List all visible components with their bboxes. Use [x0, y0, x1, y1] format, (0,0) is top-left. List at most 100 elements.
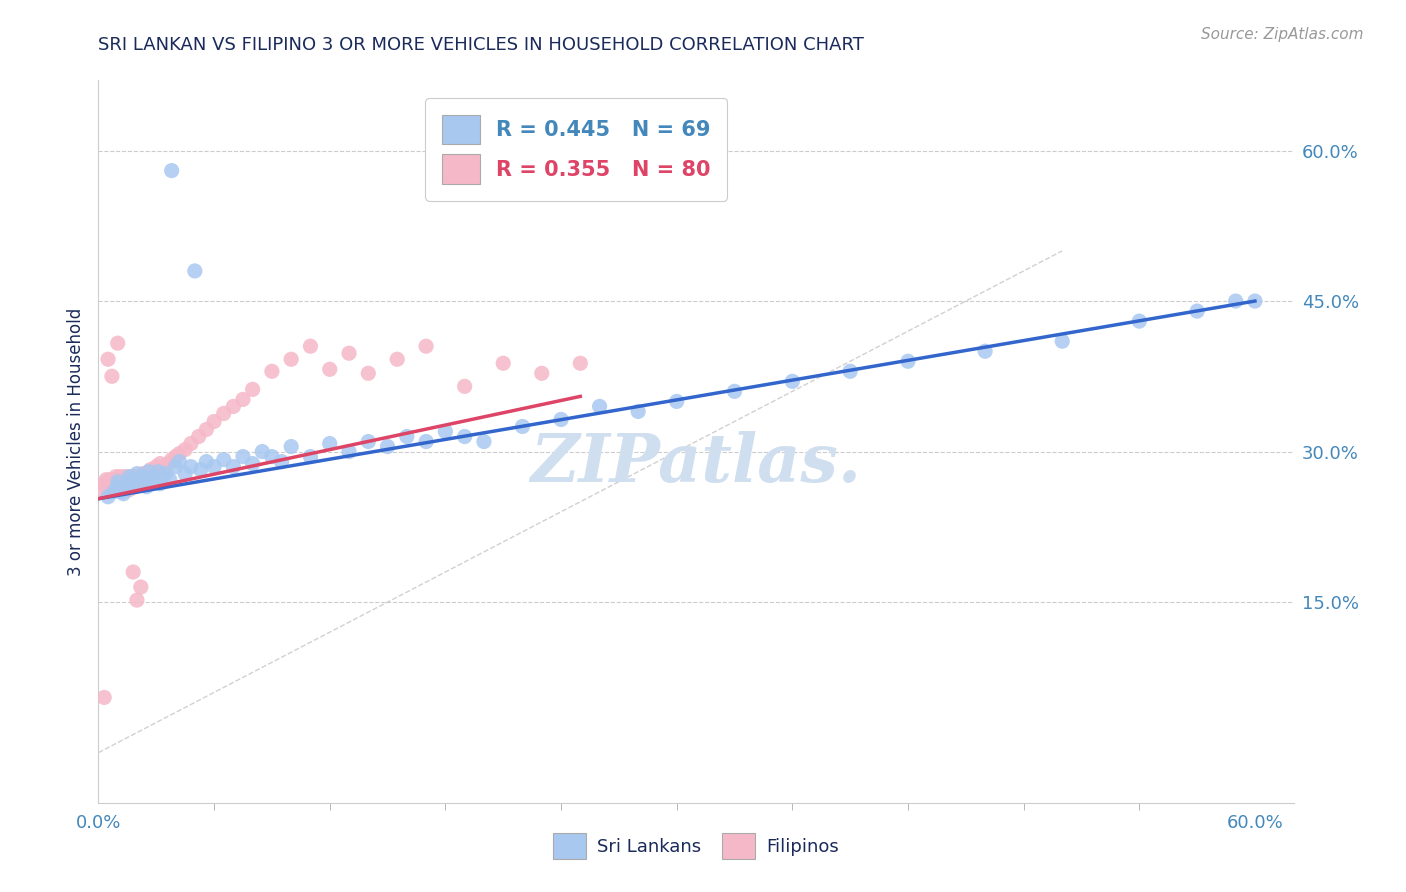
Point — [122, 565, 145, 579]
Point — [117, 469, 139, 483]
Point — [222, 400, 245, 414]
Point — [104, 476, 127, 491]
Point — [453, 429, 475, 443]
Point — [93, 690, 115, 705]
Point — [103, 473, 125, 487]
Point — [1244, 294, 1267, 309]
Point — [148, 465, 170, 479]
Point — [723, 384, 745, 399]
Point — [134, 473, 156, 487]
Y-axis label: 3 or more Vehicles in Household: 3 or more Vehicles in Household — [66, 308, 84, 575]
Point — [120, 480, 142, 494]
Point — [118, 476, 141, 491]
Point — [110, 480, 132, 494]
Point — [839, 364, 862, 378]
Point — [242, 383, 264, 397]
Point — [124, 480, 146, 494]
Point — [472, 434, 495, 449]
Point — [174, 442, 197, 457]
Point — [124, 473, 146, 487]
Point — [114, 473, 136, 487]
Point — [165, 459, 187, 474]
Point — [129, 580, 152, 594]
Point — [492, 356, 515, 370]
Point — [202, 459, 225, 474]
Point — [141, 467, 163, 481]
Point — [187, 429, 209, 443]
Point — [107, 336, 129, 351]
Point — [169, 455, 191, 469]
Point — [319, 436, 342, 450]
Point — [280, 352, 302, 367]
Point — [160, 452, 183, 467]
Point — [627, 404, 650, 418]
Point — [569, 356, 592, 370]
Point — [180, 459, 202, 474]
Point — [97, 490, 120, 504]
Point — [125, 476, 148, 491]
Point — [98, 480, 121, 494]
Point — [319, 362, 342, 376]
Point — [138, 469, 160, 483]
Point — [125, 467, 148, 481]
Point — [118, 469, 141, 483]
Point — [135, 473, 157, 487]
Point — [129, 476, 152, 491]
Point — [260, 450, 283, 464]
Point — [897, 354, 920, 368]
Point — [129, 476, 152, 491]
Point — [149, 476, 172, 491]
Point — [94, 473, 117, 487]
Point — [108, 476, 131, 491]
Point — [260, 364, 283, 378]
Point — [124, 480, 146, 494]
Point — [160, 163, 183, 178]
Point — [122, 469, 145, 483]
Point — [385, 352, 409, 367]
Point — [117, 475, 139, 489]
Point — [588, 400, 610, 414]
Point — [232, 450, 254, 464]
Point — [139, 476, 162, 491]
Point — [97, 484, 120, 499]
Point — [125, 475, 148, 489]
Point — [156, 457, 179, 471]
Point — [232, 392, 254, 407]
Point — [212, 407, 235, 421]
Point — [155, 467, 177, 481]
Point — [270, 455, 292, 469]
Point — [120, 469, 142, 483]
Point — [138, 465, 160, 479]
Point — [122, 476, 145, 491]
Point — [103, 484, 125, 499]
Point — [1185, 304, 1208, 318]
Point — [337, 346, 360, 360]
Point — [110, 473, 132, 487]
Legend: Sri Lankans, Filipinos: Sri Lankans, Filipinos — [546, 826, 846, 866]
Point — [118, 483, 141, 497]
Point — [149, 457, 172, 471]
Point — [91, 483, 114, 497]
Point — [97, 476, 120, 491]
Point — [1128, 314, 1150, 328]
Point — [180, 436, 202, 450]
Point — [190, 462, 212, 476]
Point — [415, 339, 437, 353]
Point — [415, 434, 437, 449]
Point — [145, 473, 167, 487]
Point — [1050, 334, 1073, 349]
Point — [128, 473, 150, 487]
Point — [103, 480, 125, 494]
Point — [434, 425, 457, 439]
Point — [112, 487, 135, 501]
Point — [395, 429, 418, 443]
Point — [665, 394, 688, 409]
Point — [94, 480, 117, 494]
Point — [357, 366, 380, 380]
Point — [159, 473, 181, 487]
Point — [107, 475, 129, 489]
Point — [550, 412, 572, 426]
Point — [195, 455, 218, 469]
Point — [135, 467, 157, 481]
Point — [165, 450, 187, 464]
